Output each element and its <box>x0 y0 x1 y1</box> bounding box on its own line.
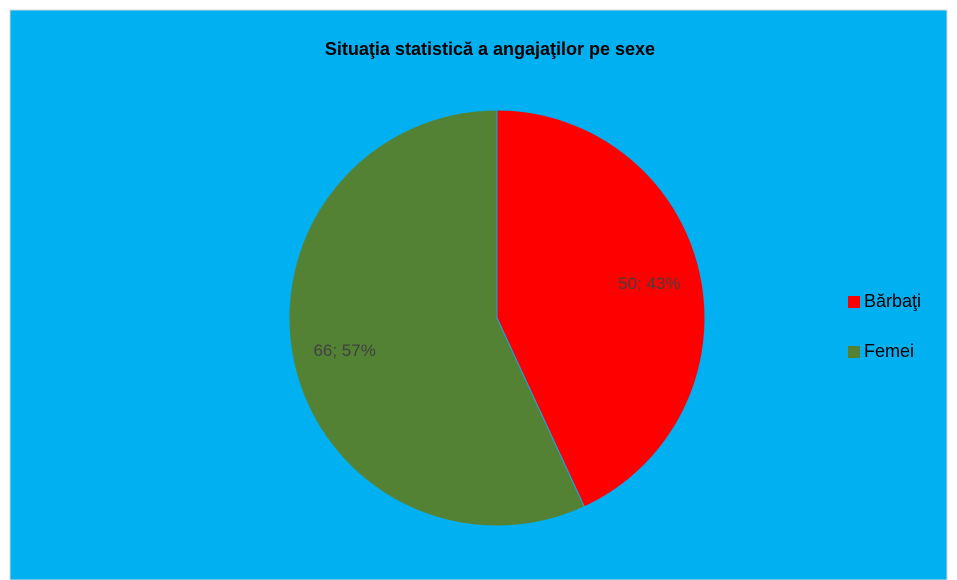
data-label: 50; 43% <box>618 274 680 293</box>
data-label: 66; 57% <box>313 341 375 360</box>
pie-slice <box>288 109 586 527</box>
legend-swatch <box>848 296 860 308</box>
legend-label: Bărbaţi <box>864 291 921 311</box>
legend-swatch <box>848 346 860 358</box>
chart-title: Situaţia statistică a angajaţilor pe sex… <box>325 39 655 59</box>
legend-label: Femei <box>864 341 914 361</box>
pie-slice <box>496 109 706 508</box>
